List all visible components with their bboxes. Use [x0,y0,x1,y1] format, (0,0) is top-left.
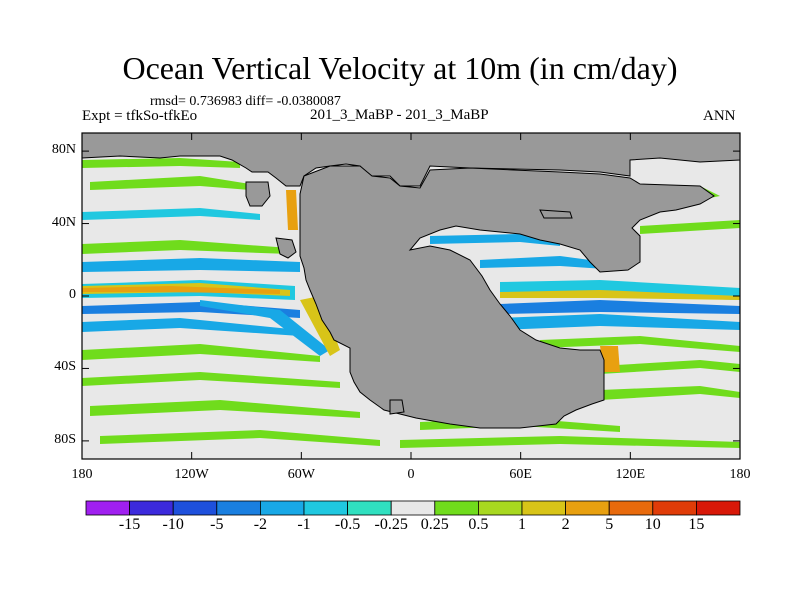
island-west [275,237,297,259]
velocity-band [82,318,300,336]
x-tick-label: 180 [729,467,751,482]
axis-ticks [81,133,741,459]
colorbar-label: 1 [518,516,526,533]
colorbar-swatch [477,500,523,516]
colorbar-swatch [652,500,697,516]
velocity-band [600,386,740,400]
colorbar-label: -0.5 [334,516,361,533]
runs-label: 201_3_MaBP - 201_3_MaBP [310,107,489,123]
velocity-band [640,220,740,234]
velocity-field [82,158,740,448]
colorbar-label: 0.5 [468,516,489,533]
velocity-band [400,436,740,448]
x-tick-label: 180 [71,467,93,482]
colorbar-swatch [259,500,305,516]
velocity-band [480,256,620,270]
colorbar-label: 10 [644,516,661,533]
colorbar-label: -10 [162,516,184,533]
velocity-band [600,346,620,372]
colorbar-swatch [696,500,741,516]
polar-landmass [82,133,740,187]
island-sea [539,209,573,219]
colorbar-label: 5 [605,516,614,533]
velocity-band [500,300,740,314]
velocity-band [100,430,380,446]
colorbar-swatch [129,500,174,516]
velocity-band [300,296,340,356]
velocity-band [82,344,320,362]
island-south [389,399,405,415]
colorbar-swatch [172,500,218,516]
colorbar-label: 0.25 [420,516,449,533]
experiment-label: Expt = tfkSo-tfkEo [82,108,198,124]
island-north [245,181,271,207]
velocity-band [600,360,740,374]
x-tick-label: 60W [287,467,315,482]
y-tick-label: 80N [51,142,76,158]
colorbar-swatch [565,500,610,516]
colorbar-swatch [521,500,566,516]
colorbar-swatch [347,500,392,516]
velocity-band [500,314,740,330]
map-area [82,133,740,459]
x-tick-label: 120W [174,467,209,482]
y-tick-label: 80S [54,431,76,447]
colorbar-label: -2 [253,516,268,533]
velocity-band [430,234,560,246]
velocity-band [90,176,250,190]
y-tick-label: 40S [54,359,76,375]
x-tick-label: 120E [615,467,646,482]
colorbar-swatch [390,500,436,516]
colorbar-label: -15 [118,516,141,533]
velocity-band [82,208,260,220]
colorbar-label: 2 [561,516,570,533]
velocity-band [90,400,360,418]
colorbar-label: -0.25 [374,516,408,533]
colorbar-swatch [434,500,479,516]
velocity-band [286,190,298,230]
colorbar-label: -5 [210,516,224,533]
velocity-band [500,290,740,300]
chart-title: Ocean Vertical Velocity at 10m (in cm/da… [122,50,678,86]
velocity-band [82,258,300,272]
y-tick-label: 40N [51,214,76,230]
velocity-band [200,300,330,356]
velocity-band [82,240,290,254]
velocity-band [82,158,240,168]
velocity-band [82,372,340,388]
colorbar [85,500,741,516]
colorbar-label: 15 [688,516,705,533]
x-tick-label: 0 [407,467,415,482]
x-tick-label: 60E [509,467,532,482]
season-label: ANN [703,108,736,124]
colorbar-swatch [216,500,261,516]
colorbar-swatch [85,500,130,516]
main-continent [299,165,715,429]
velocity-band [540,336,740,352]
stats-label: rmsd= 0.736983 diff= -0.0380087 [150,94,341,109]
colorbar-swatch [303,500,348,516]
velocity-band [82,286,280,294]
y-tick-label: 0 [69,287,76,302]
colorbar-label: -1 [297,516,311,533]
colorbar-swatch [608,500,654,516]
land-mask [82,133,740,429]
